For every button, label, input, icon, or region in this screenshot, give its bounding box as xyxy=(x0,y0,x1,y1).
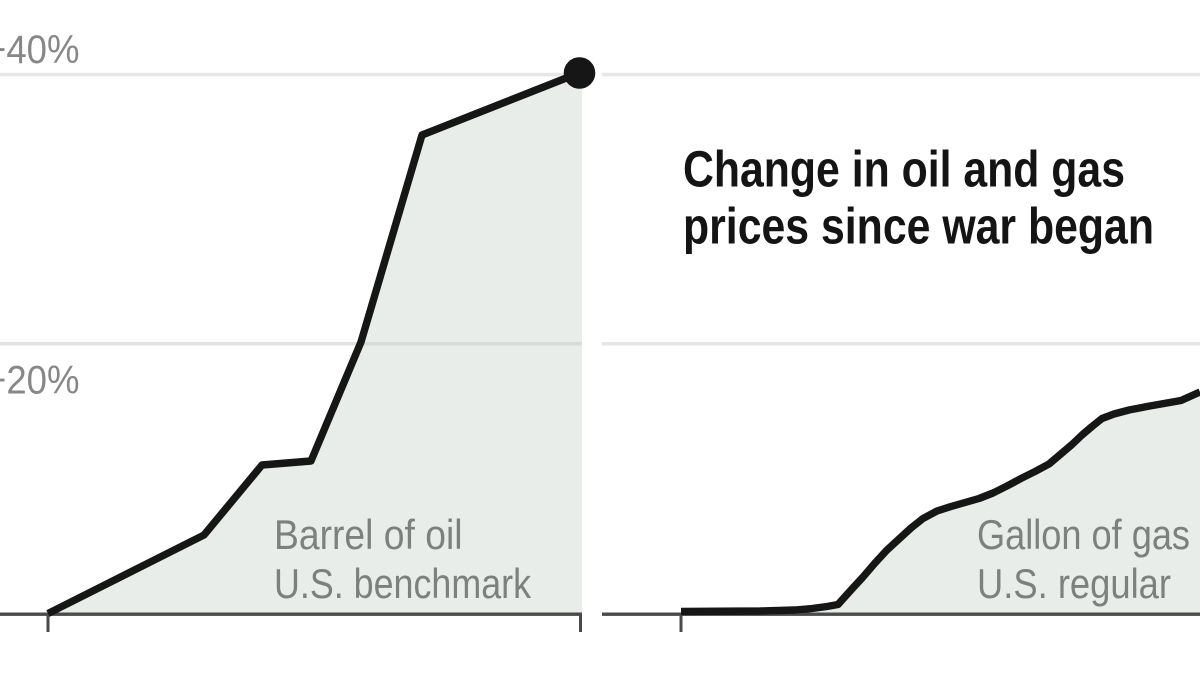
svg-text:U.S. regular: U.S. regular xyxy=(977,560,1171,607)
svg-text:Change in oil and gas: Change in oil and gas xyxy=(683,141,1125,198)
svg-text:prices since war began: prices since war began xyxy=(683,198,1154,255)
svg-text:Gallon of gas: Gallon of gas xyxy=(977,511,1190,558)
svg-text:+40%: +40% xyxy=(0,28,80,72)
svg-text:U.S. benchmark: U.S. benchmark xyxy=(274,560,532,607)
svg-text:Barrel of oil: Barrel of oil xyxy=(274,511,463,558)
svg-text:+20%: +20% xyxy=(0,359,80,403)
